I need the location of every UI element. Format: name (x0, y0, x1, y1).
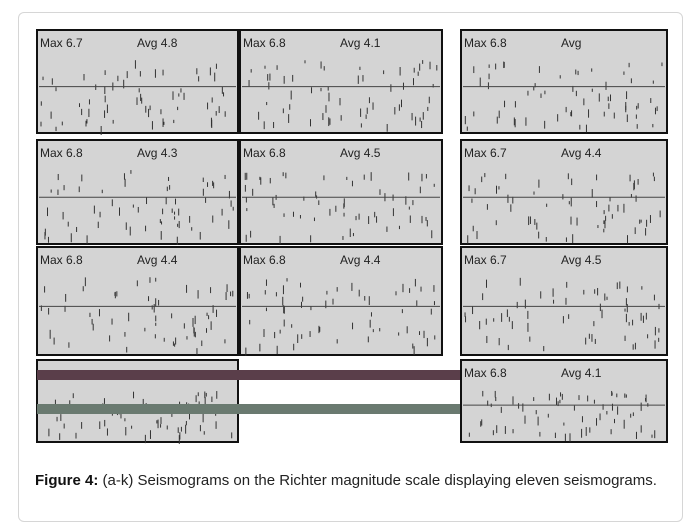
seismogram-panel (239, 29, 443, 134)
panel-avg-label: Avg 4.1 (340, 36, 381, 50)
figure-frame (18, 12, 683, 522)
panel-max-label: Max 6.8 (243, 253, 286, 267)
seismogram-panel (460, 246, 668, 356)
panel-avg-label: Avg 4.5 (340, 146, 381, 160)
seismogram-grid: Max 6.7 Avg 4.8 Max 6.8 Avg 4.1 Max 6.8 Avg Ma… (36, 29, 668, 445)
panel-max-label: Max 6.7 (40, 36, 83, 50)
panel-max-label: Max 6.7 (464, 146, 507, 160)
panel-max-label: Max 6.8 (243, 36, 286, 50)
seismogram-panel (36, 246, 239, 356)
caption: Figure 4: (a-k) Seismograms on the Richt… (35, 470, 668, 492)
panel-avg-label: Avg 4.4 (137, 253, 178, 267)
panel-max-label: Max 6.8 (464, 366, 507, 380)
seismogram-panel (36, 139, 239, 245)
panel-max-label: Max 6.8 (40, 146, 83, 160)
artifact-band (37, 370, 667, 380)
panel-avg-label: Avg 4.4 (340, 253, 381, 267)
panel-max-label: Max 6.7 (464, 253, 507, 267)
panel-max-label: Max 6.8 (40, 253, 83, 267)
seismogram-panel (460, 139, 668, 245)
seismogram-panel (239, 246, 443, 356)
panel-avg-label: Avg 4.8 (137, 36, 178, 50)
panel-avg-label: Avg 4.5 (561, 253, 602, 267)
seismogram-panel (239, 139, 443, 245)
seismogram-panel (460, 29, 668, 134)
seismogram-panel (36, 29, 239, 134)
panel-avg-label: Avg (561, 36, 581, 50)
artifact-band (37, 404, 667, 414)
caption-text: (a-k) Seismograms on the Richter magnitu… (102, 472, 657, 489)
panel-avg-label: Avg 4.4 (561, 146, 602, 160)
caption-label: Figure 4: (35, 472, 99, 489)
panel-max-label: Max 6.8 (243, 146, 286, 160)
panel-avg-label: Avg 4.3 (137, 146, 178, 160)
panel-avg-label: Avg 4.1 (561, 366, 602, 380)
panel-max-label: Max 6.8 (464, 36, 507, 50)
